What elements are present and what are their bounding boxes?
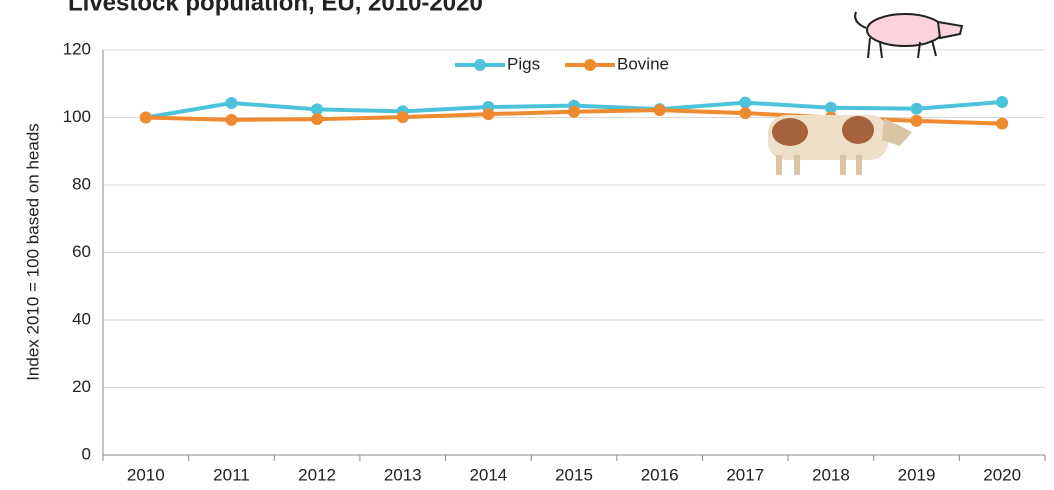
legend-marker xyxy=(474,59,486,71)
y-tick-label: 40 xyxy=(72,309,91,328)
y-tick-label: 20 xyxy=(72,377,91,396)
x-tick-label: 2018 xyxy=(812,465,850,484)
legend-marker xyxy=(584,59,596,71)
x-tick-label: 2017 xyxy=(726,465,764,484)
data-point xyxy=(482,108,495,121)
y-tick-label: 100 xyxy=(63,107,91,126)
data-point xyxy=(996,117,1009,130)
x-tick-label: 2014 xyxy=(469,465,507,484)
data-point xyxy=(225,96,238,109)
y-axis-label: Index 2010 = 100 based on heads xyxy=(23,123,42,381)
y-tick-label: 0 xyxy=(82,444,91,463)
data-point xyxy=(739,107,752,120)
cow-icon xyxy=(768,115,912,175)
y-tick-label: 60 xyxy=(72,242,91,261)
y-tick-label: 120 xyxy=(63,39,91,58)
x-tick-label: 2013 xyxy=(384,465,422,484)
chart-title: Livestock population, EU, 2010-2020 xyxy=(68,0,483,16)
x-tick-label: 2020 xyxy=(983,465,1021,484)
data-point xyxy=(311,113,324,126)
data-point xyxy=(225,113,238,126)
data-point xyxy=(568,105,580,118)
data-point xyxy=(910,102,923,115)
data-point xyxy=(824,101,837,114)
y-tick-label: 80 xyxy=(72,174,91,193)
data-point xyxy=(311,103,324,116)
x-tick-label: 2011 xyxy=(213,465,250,484)
plot: 0 20 40 60 80 100 120 2010 2011 2012 2013 2014 2015 2… xyxy=(63,39,1046,484)
data-point xyxy=(653,104,666,117)
data-point xyxy=(396,111,409,124)
legend-label: Bovine xyxy=(617,54,669,73)
pig-icon xyxy=(854,11,964,59)
x-tick-label: 2016 xyxy=(641,465,679,484)
x-tick-label: 2010 xyxy=(127,465,165,484)
data-point xyxy=(910,114,923,127)
x-tick-label: 2019 xyxy=(898,465,936,484)
x-tick-label: 2015 xyxy=(555,465,593,484)
data-point xyxy=(996,95,1009,108)
data-point xyxy=(739,96,752,109)
x-tick-label: 2012 xyxy=(298,465,336,484)
data-point xyxy=(139,111,152,124)
legend-label: Pigs xyxy=(507,54,540,73)
